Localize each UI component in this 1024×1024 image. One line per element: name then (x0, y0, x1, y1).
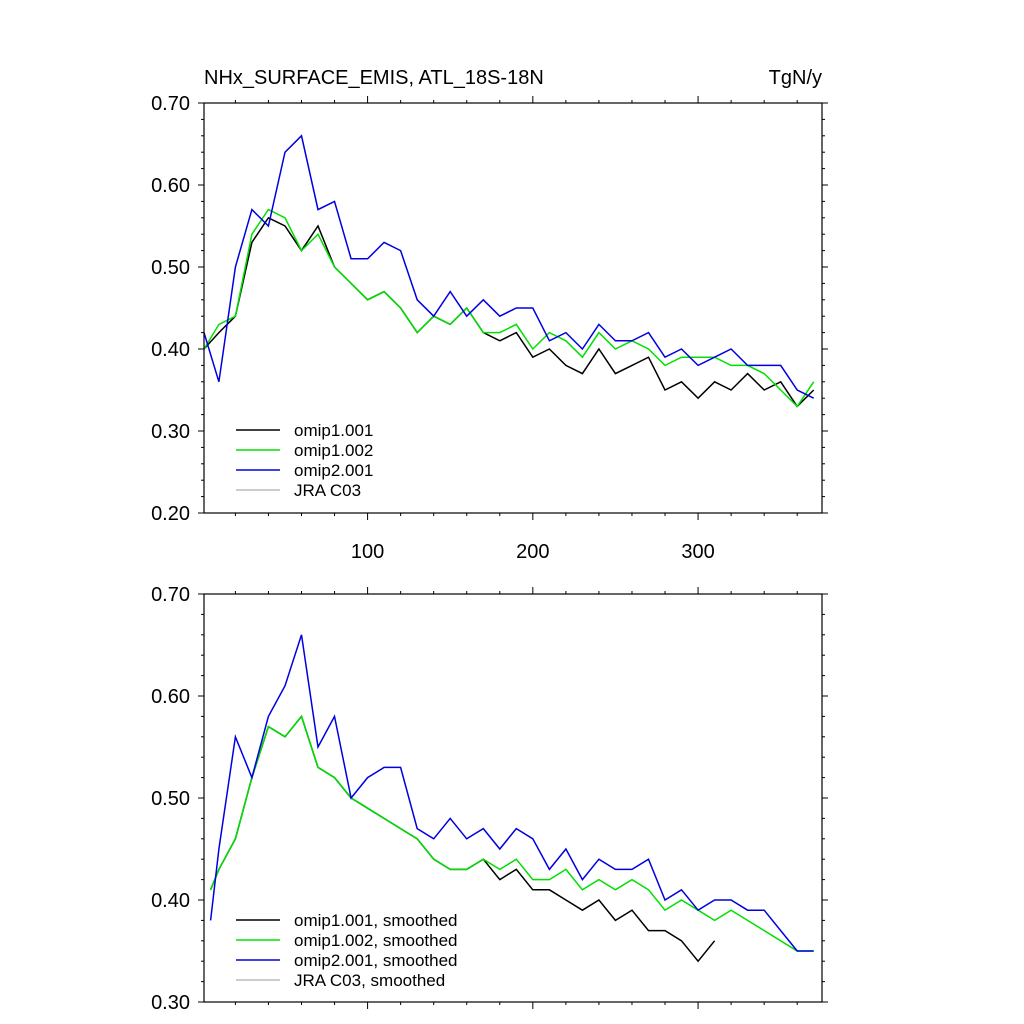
legend-label: JRA C03, smoothed (294, 971, 445, 990)
legend-label: omip1.002 (294, 441, 373, 460)
top-panel: 0.20 0.30 0.40 0.50 0.60 0.70 100 200 300 omip1.0… (151, 93, 828, 563)
legend-label: omip1.001, smoothed (294, 911, 458, 930)
y-tick-label: 0.70 (151, 93, 190, 115)
series-line-3 (209, 634, 814, 952)
y-tick-label: 0.20 (151, 503, 190, 525)
series-line-1 (209, 714, 716, 963)
y-tick-label: 0.70 (151, 584, 190, 606)
y-tick-label: 0.60 (151, 175, 190, 197)
x-tick-label: 300 (681, 541, 714, 563)
y-tick-label: 0.50 (151, 257, 190, 279)
legend-label: omip2.001 (294, 461, 373, 480)
legend-label: omip1.002, smoothed (294, 931, 458, 950)
y-tick-label: 0.40 (151, 339, 190, 361)
x-tick-label: 100 (351, 541, 384, 563)
y-tick-label: 0.60 (151, 686, 190, 708)
x-tick-label: 200 (516, 541, 549, 563)
y-tick-label: 0.40 (151, 890, 190, 912)
series-line-1 (203, 216, 815, 408)
legend-label: JRA C03 (294, 481, 361, 500)
plot-frame (203, 102, 823, 514)
series-line-2 (203, 208, 815, 408)
y-tick-label: 0.30 (151, 421, 190, 443)
legend-label: omip2.001, smoothed (294, 951, 458, 970)
series-line-3 (203, 134, 815, 399)
chart-units: TgN/y (769, 67, 822, 89)
chart-title: NHx_SURFACE_EMIS, ATL_18S-18N (204, 67, 544, 89)
legend-label: omip1.001 (294, 421, 373, 440)
y-tick-label: 0.30 (151, 992, 190, 1014)
series-line-2 (209, 714, 814, 952)
y-tick-label: 0.50 (151, 788, 190, 810)
